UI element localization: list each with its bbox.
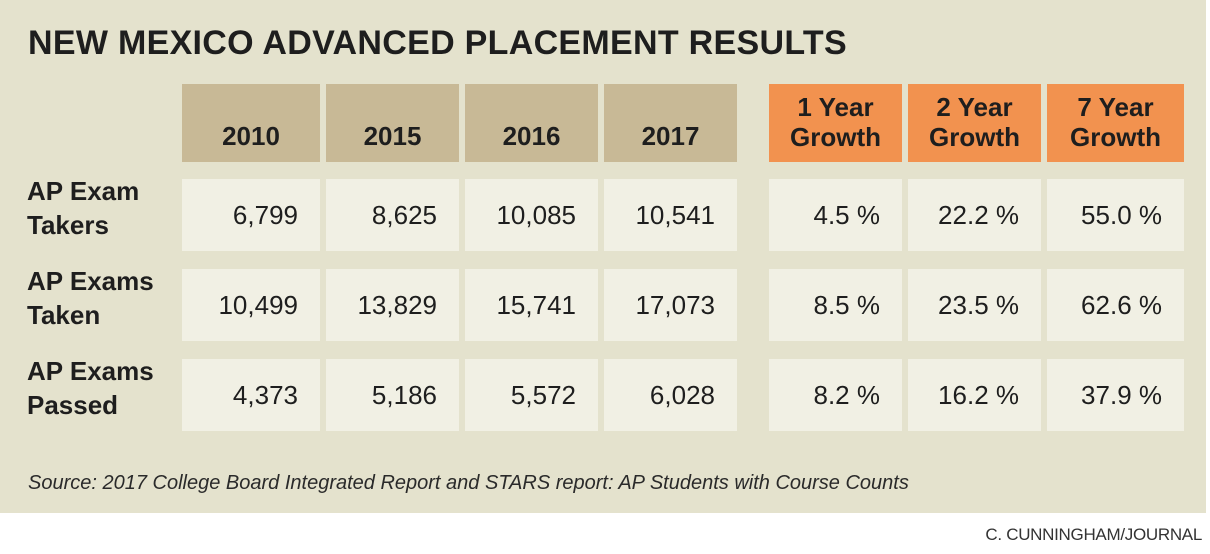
row-label-line: AP Exam [27, 176, 140, 206]
growth-cell: 16.2 % [908, 359, 1041, 431]
growth-cell: 23.5 % [908, 269, 1041, 341]
value-cell: 6,028 [604, 359, 737, 431]
infographic-panel: NEW MEXICO ADVANCED PLACEMENT RESULTS 20… [0, 0, 1206, 513]
year-header-2010: 2010 [182, 84, 320, 162]
growth-cell: 8.2 % [769, 359, 902, 431]
value-cell: 10,499 [182, 269, 320, 341]
value-cell: 10,085 [465, 179, 598, 251]
value-cell: 13,829 [326, 269, 459, 341]
chart-title: NEW MEXICO ADVANCED PLACEMENT RESULTS [28, 24, 847, 62]
row-label-line: AP Exams [27, 356, 154, 386]
year-header-2016: 2016 [465, 84, 598, 162]
growth-header-2-line-2: Growth [929, 122, 1020, 152]
row-label-line: Passed [27, 389, 119, 420]
value-cell: 15,741 [465, 269, 598, 341]
growth-header-1-line-2: Growth [790, 122, 881, 152]
growth-header-2-year: 2 Year Growth [908, 84, 1041, 162]
value-cell: 5,572 [465, 359, 598, 431]
growth-cell: 55.0 % [1047, 179, 1184, 251]
value-cell: 8,625 [326, 179, 459, 251]
value-cell: 17,073 [604, 269, 737, 341]
credit-line: C. CUNNINGHAM/JOURNAL [985, 525, 1202, 544]
source-note: Source: 2017 College Board Integrated Re… [28, 472, 909, 494]
growth-header-1-year: 1 Year Growth [769, 84, 902, 162]
value-cell: 5,186 [326, 359, 459, 431]
row-label-line: Takers [27, 209, 109, 240]
year-header-2017: 2017 [604, 84, 737, 162]
growth-cell: 37.9 % [1047, 359, 1184, 431]
row-label: AP Exams Passed [27, 355, 177, 423]
growth-cell: 62.6 % [1047, 269, 1184, 341]
row-label: AP Exams Taken [27, 265, 177, 333]
growth-cell: 4.5 % [769, 179, 902, 251]
row-label: AP Exam Takers [27, 175, 177, 243]
growth-cell: 8.5 % [769, 269, 902, 341]
value-cell: 6,799 [182, 179, 320, 251]
growth-cell: 22.2 % [908, 179, 1041, 251]
growth-header-2-line-1: 2 Year [936, 92, 1013, 123]
growth-header-7-line-2: Growth [1070, 122, 1161, 152]
growth-header-1-line-1: 1 Year [797, 92, 874, 123]
growth-header-7-year: 7 Year Growth [1047, 84, 1184, 162]
value-cell: 10,541 [604, 179, 737, 251]
growth-header-7-line-1: 7 Year [1077, 92, 1154, 123]
value-cell: 4,373 [182, 359, 320, 431]
row-label-line: Taken [27, 299, 101, 330]
row-label-line: AP Exams [27, 266, 154, 296]
year-header-2015: 2015 [326, 84, 459, 162]
